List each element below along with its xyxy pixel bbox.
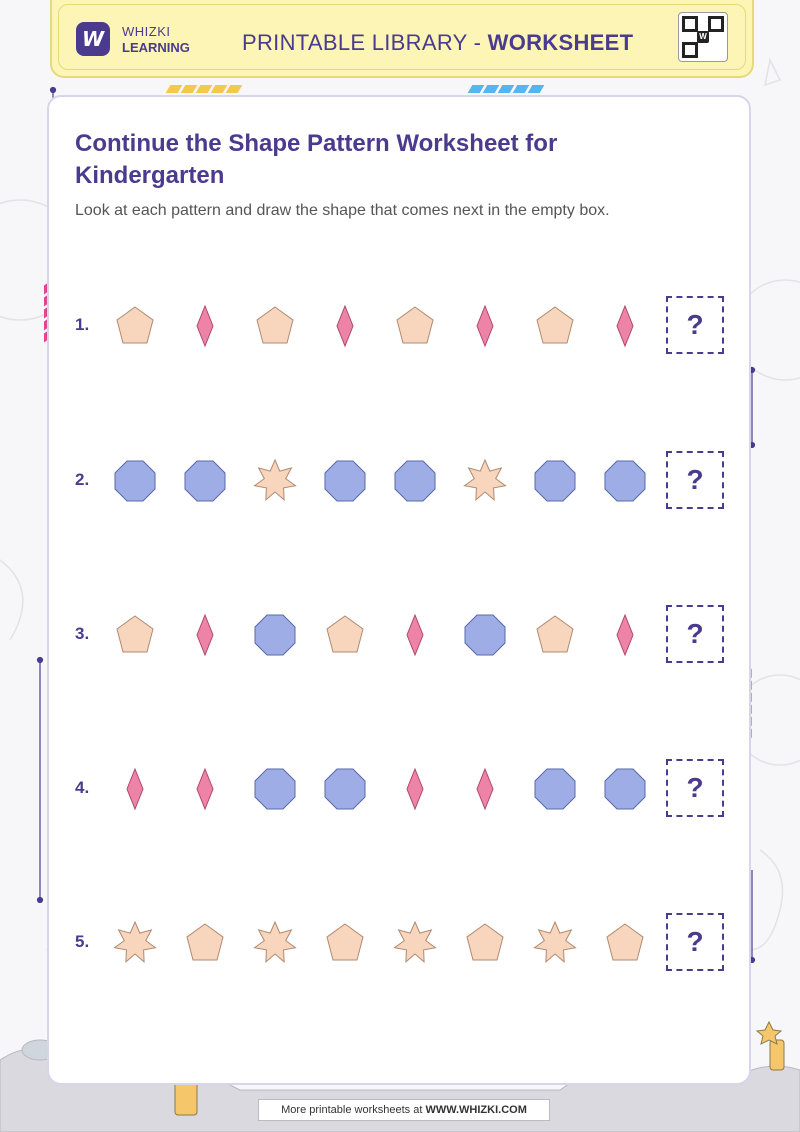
star-shape-icon xyxy=(463,459,507,502)
yellow-stripes xyxy=(165,80,243,93)
star-shape-icon xyxy=(253,921,297,964)
pentagon-shape-icon xyxy=(256,306,294,344)
octagon-shape-icon xyxy=(324,460,366,502)
answer-box[interactable]: ? xyxy=(666,296,724,354)
pentagon-shape-icon xyxy=(606,923,644,961)
row-number: 2. xyxy=(75,470,90,489)
row-number: 3. xyxy=(75,624,90,643)
header-inner-border xyxy=(58,4,746,70)
header-title-bold: WORKSHEET xyxy=(487,30,634,55)
octagon-shape-icon xyxy=(604,768,646,810)
diamond-shape-icon xyxy=(196,613,214,657)
pattern-row: 2.? xyxy=(0,446,800,516)
diamond-shape-icon xyxy=(336,304,354,348)
pattern-row: 1.? xyxy=(0,291,800,361)
row-number: 5. xyxy=(75,932,90,951)
answer-box[interactable]: ? xyxy=(666,451,724,509)
octagon-shape-icon xyxy=(604,460,646,502)
pentagon-shape-icon xyxy=(536,306,574,344)
pentagon-shape-icon xyxy=(536,615,574,653)
answer-box[interactable]: ? xyxy=(666,605,724,663)
blue-stripes xyxy=(467,80,545,93)
brand-line-2: LEARNING xyxy=(122,40,190,55)
diamond-shape-icon xyxy=(196,304,214,348)
worksheet-title: Continue the Shape Pattern Worksheet for… xyxy=(75,130,558,189)
qr-code-icon: W xyxy=(678,12,728,62)
pentagon-shape-icon xyxy=(116,306,154,344)
diamond-shape-icon xyxy=(126,767,144,811)
octagon-shape-icon xyxy=(324,768,366,810)
header-title-prefix: PRINTABLE LIBRARY - xyxy=(242,30,488,55)
octagon-shape-icon xyxy=(534,460,576,502)
footer-prefix: More printable worksheets at xyxy=(281,1104,426,1116)
octagon-shape-icon xyxy=(184,460,226,502)
header-banner: W WHIZKI LEARNING PRINTABLE LIBRARY - WO… xyxy=(50,0,754,78)
footer-site[interactable]: WWW.WHIZKI.COM xyxy=(425,1104,527,1116)
qr-center-logo: W xyxy=(697,31,709,43)
diamond-shape-icon xyxy=(476,767,494,811)
worksheet-instructions: Look at each pattern and draw the shape … xyxy=(75,202,610,219)
pentagon-shape-icon xyxy=(466,923,504,961)
pentagon-shape-icon xyxy=(326,923,364,961)
diamond-shape-icon xyxy=(616,613,634,657)
brand-name: WHIZKI LEARNING xyxy=(122,24,190,56)
pentagon-shape-icon xyxy=(326,615,364,653)
pentagon-shape-icon xyxy=(116,615,154,653)
diamond-shape-icon xyxy=(476,304,494,348)
answer-box[interactable]: ? xyxy=(666,913,724,971)
brand-line-1: WHIZKI xyxy=(122,24,171,39)
footer-link[interactable]: More printable worksheets at WWW.WHIZKI.… xyxy=(258,1099,550,1121)
pentagon-shape-icon xyxy=(396,306,434,344)
octagon-shape-icon xyxy=(114,460,156,502)
diamond-shape-icon xyxy=(196,767,214,811)
octagon-shape-icon xyxy=(464,614,506,656)
diamond-shape-icon xyxy=(616,304,634,348)
row-number: 4. xyxy=(75,778,90,797)
worksheet-card xyxy=(47,95,751,1085)
row-number: 1. xyxy=(75,315,90,334)
header-title: PRINTABLE LIBRARY - WORKSHEET xyxy=(242,30,633,56)
octagon-shape-icon xyxy=(254,614,296,656)
octagon-shape-icon xyxy=(254,768,296,810)
star-shape-icon xyxy=(253,459,297,502)
answer-box[interactable]: ? xyxy=(666,759,724,817)
diamond-shape-icon xyxy=(406,613,424,657)
diamond-shape-icon xyxy=(406,767,424,811)
octagon-shape-icon xyxy=(394,460,436,502)
pattern-row: 5.? xyxy=(0,908,800,978)
whizki-logo: W xyxy=(76,22,110,56)
star-shape-icon xyxy=(533,921,577,964)
star-shape-icon xyxy=(393,921,437,964)
pentagon-shape-icon xyxy=(186,923,224,961)
pattern-row: 3.? xyxy=(0,600,800,670)
pattern-row: 4.? xyxy=(0,754,800,824)
star-shape-icon xyxy=(113,921,157,964)
octagon-shape-icon xyxy=(534,768,576,810)
